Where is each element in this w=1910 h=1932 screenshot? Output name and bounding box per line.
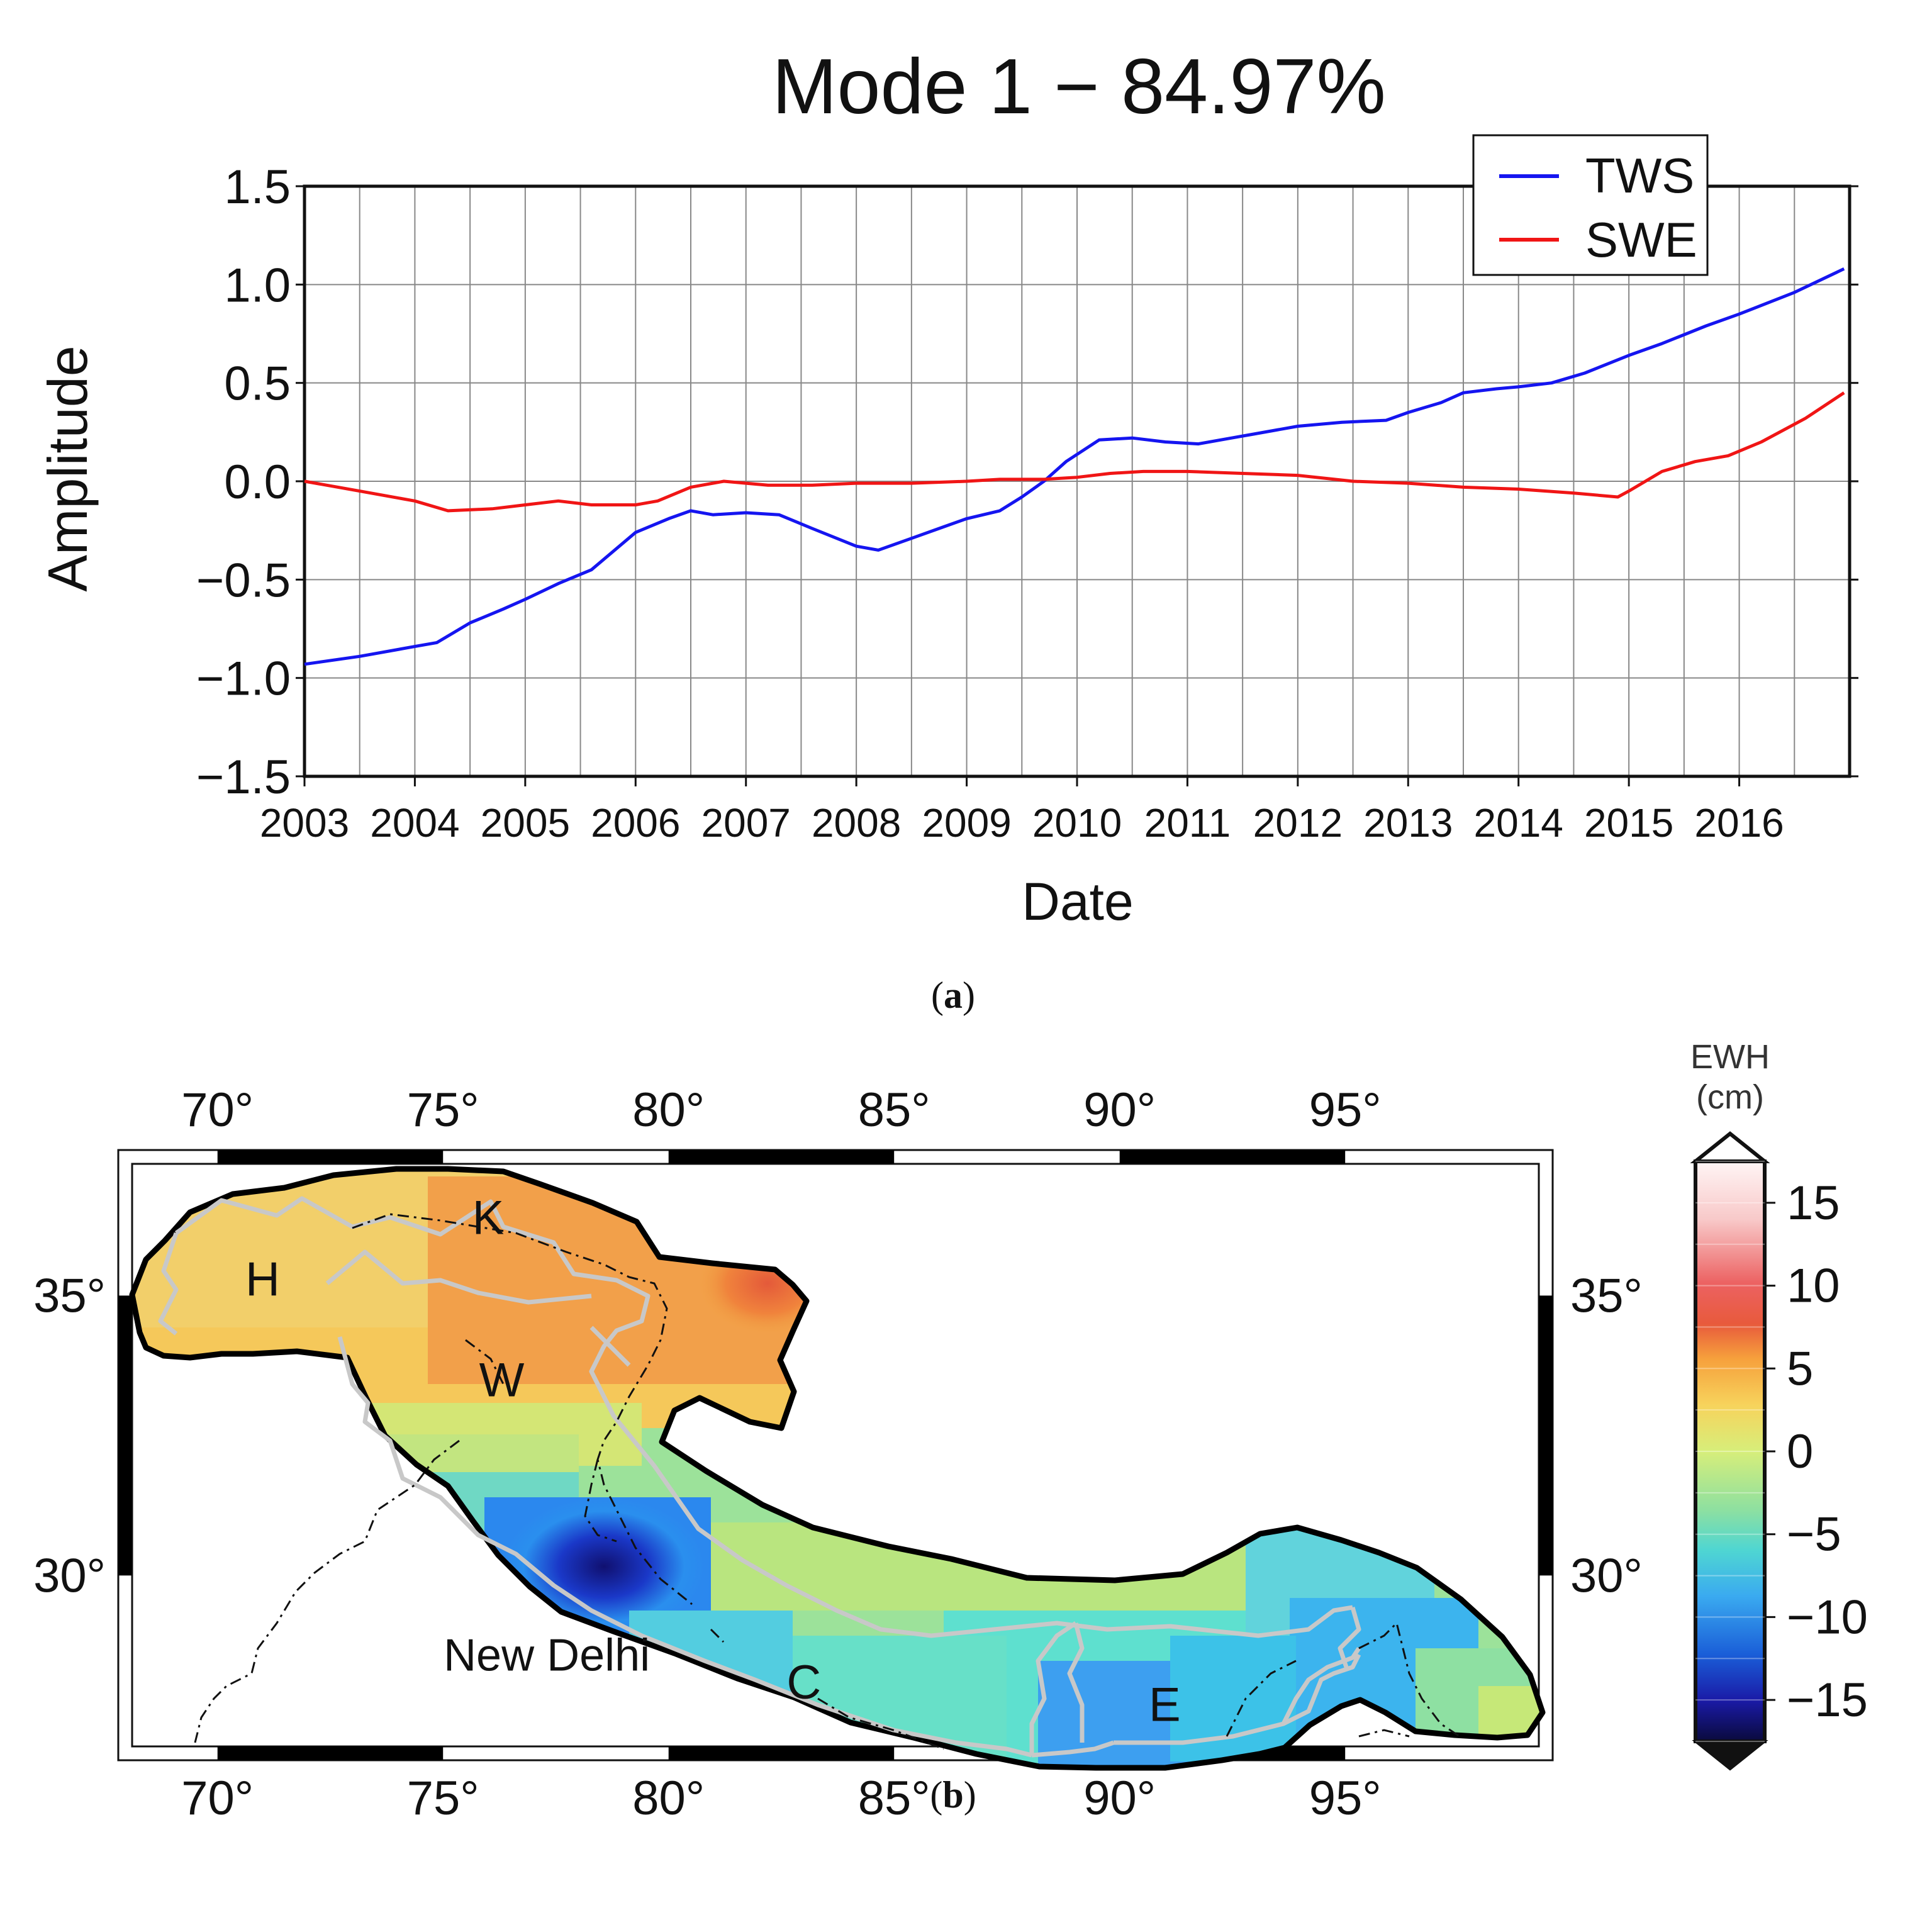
- latitude-labels: 30° 30° 35° 35°: [33, 1269, 1643, 1602]
- lon-label-top: 90°: [1083, 1083, 1156, 1137]
- chart-title: Mode 1 − 84.97%: [772, 43, 1385, 130]
- lat-label-left: 30°: [33, 1549, 106, 1602]
- lon-label-bottom: 70°: [181, 1772, 254, 1825]
- colorbar-title-line2: (cm): [1696, 1078, 1764, 1116]
- series-line-swe: [304, 391, 1845, 513]
- y-tick-label: −1.0: [196, 652, 291, 706]
- frame-bar-bottom: [217, 1746, 444, 1760]
- legend: TWS SWE: [1472, 134, 1709, 276]
- x-tick-label: 2009: [922, 800, 1011, 846]
- internal-boundaries: [194, 1213, 1460, 1750]
- colorbar-tick-label: 5: [1787, 1342, 1813, 1395]
- x-tick-label: 2008: [812, 800, 901, 846]
- region-label-c: C: [786, 1656, 821, 1709]
- region-label-h: H: [245, 1253, 280, 1306]
- y-tick-label: −1.5: [196, 751, 291, 804]
- colorbar-min-arrow: [1692, 1740, 1768, 1771]
- lon-label-top: 80°: [632, 1083, 705, 1137]
- caption-b: (b): [930, 1774, 976, 1816]
- region-label-k: K: [472, 1191, 505, 1244]
- series-lines: [304, 267, 1845, 666]
- lon-label-bottom: 95°: [1309, 1772, 1382, 1825]
- colorbar-tick-label: 10: [1787, 1259, 1840, 1313]
- y-tick-label: 1.5: [224, 160, 291, 214]
- longitude-labels: 70° 70° 75° 75° 80° 80° 85° 85° 90° 90° 95° 95°: [181, 1083, 1381, 1825]
- colorbar-max-arrow: [1690, 1131, 1770, 1163]
- x-tick-label: 2005: [481, 800, 570, 846]
- y-tick-labels: 1.5 1.0 0.5 0.0 −0.5 −1.0 −1.5: [196, 160, 1858, 804]
- x-tick-label: 2004: [370, 800, 459, 846]
- colorbar: EWH (cm) 15 10 5 0 −5 −10 −15: [1690, 1038, 1868, 1771]
- lat-label-right: 30°: [1570, 1549, 1643, 1602]
- lon-label-bottom: 75°: [407, 1772, 479, 1825]
- colorbar-title-line1: EWH: [1690, 1038, 1770, 1076]
- x-tick-label: 2007: [701, 800, 791, 846]
- region-outline: [129, 1166, 1546, 1771]
- caption-a: (a): [931, 974, 975, 1016]
- colorbar-tick-label: −10: [1787, 1590, 1868, 1644]
- frame-bar-top: [668, 1150, 895, 1164]
- x-tick-label: 2010: [1032, 800, 1122, 846]
- frame-bar-right: [1539, 1295, 1553, 1576]
- x-axis-label: Date: [1022, 872, 1133, 931]
- lon-label-bottom: 90°: [1083, 1772, 1156, 1825]
- frame-bar-bottom: [668, 1746, 895, 1760]
- panel-b: H K W C E New Delhi 70° 70° 75° 75° 80° 80° 85° 85°…: [33, 1038, 1868, 1825]
- city-label-new-delhi: New Delhi: [444, 1631, 650, 1681]
- panel-a: Mode 1 − 84.97% 1.5 1.0 0.5 0.0 −0.5 −1.0 −1.5…: [36, 43, 1858, 1016]
- caption-a-letter: a: [944, 974, 963, 1016]
- colorbar-tick-label: −15: [1787, 1673, 1868, 1727]
- x-tick-label: 2012: [1253, 800, 1343, 846]
- region-labels: H K W C E: [245, 1191, 1181, 1731]
- region-label-e: E: [1149, 1678, 1181, 1732]
- lon-label-bottom: 85°: [858, 1772, 930, 1825]
- series-line-tws: [304, 267, 1845, 666]
- x-tick-label: 2003: [260, 800, 349, 846]
- colorbar-tick-label: 0: [1787, 1425, 1813, 1478]
- y-tick-label: 1.0: [224, 259, 291, 312]
- legend-tws-label: TWS: [1585, 148, 1694, 203]
- y-tick-label: 0.0: [224, 455, 291, 509]
- lat-label-right: 35°: [1570, 1269, 1643, 1322]
- x-tick-label: 2016: [1694, 800, 1784, 846]
- y-tick-label: 0.5: [224, 357, 291, 411]
- lon-label-bottom: 80°: [632, 1772, 705, 1825]
- x-tick-label: 2013: [1363, 800, 1453, 846]
- map-frame-ticks: [118, 1150, 1553, 1760]
- colorbar-tick-label: −5: [1787, 1508, 1841, 1561]
- y-axis-label: Amplitude: [36, 345, 99, 591]
- x-tick-label: 2015: [1584, 800, 1673, 846]
- lon-label-top: 95°: [1309, 1083, 1382, 1137]
- lon-label-top: 85°: [858, 1083, 930, 1137]
- colorbar-ticks: 15 10 5 0 −5 −10 −15: [1695, 1161, 1868, 1742]
- x-tick-label: 2006: [591, 800, 680, 846]
- country-borders: [158, 1196, 1361, 1758]
- frame-bar-left: [118, 1295, 132, 1576]
- x-tick-labels: 2003 2004 2005 2006 2007 2008 2009 2010 2011 2012…: [260, 776, 1784, 846]
- lon-label-top: 70°: [181, 1083, 254, 1137]
- lat-label-left: 35°: [33, 1269, 106, 1322]
- frame-bar-top: [217, 1150, 444, 1164]
- x-tick-label: 2014: [1474, 800, 1563, 846]
- colorbar-tick-label: 15: [1787, 1176, 1840, 1230]
- frame-bar-top: [1119, 1150, 1346, 1164]
- legend-swe-label: SWE: [1585, 212, 1697, 267]
- y-tick-label: −0.5: [196, 554, 291, 607]
- region-label-w: W: [479, 1354, 525, 1407]
- caption-b-letter: b: [942, 1774, 963, 1816]
- x-tick-label: 2011: [1144, 800, 1231, 846]
- lon-label-top: 75°: [407, 1083, 479, 1137]
- legend-box: [1472, 134, 1709, 276]
